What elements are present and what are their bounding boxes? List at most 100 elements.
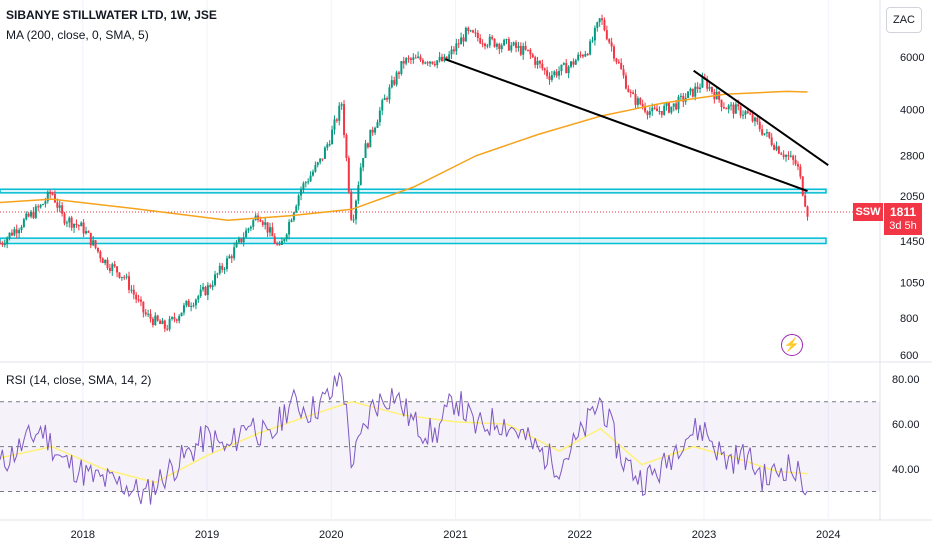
candle-body: [577, 54, 580, 61]
candle-body: [720, 99, 723, 108]
rsi-layer: [0, 371, 808, 505]
candle-body: [765, 132, 768, 134]
candle-body: [610, 42, 613, 47]
candle-body: [429, 61, 432, 64]
candle-body: [393, 80, 396, 85]
candle-body: [421, 59, 424, 64]
candle-body: [214, 274, 217, 286]
candle-body: [297, 195, 300, 206]
candle-body: [178, 316, 181, 321]
candle-body: [92, 240, 95, 246]
candle-body: [242, 237, 245, 243]
candle-body: [658, 110, 661, 112]
candle-body: [223, 268, 226, 270]
candle-body: [328, 144, 331, 146]
candle-body: [598, 18, 601, 23]
candle-body: [25, 213, 28, 220]
candle-body: [792, 155, 795, 160]
candle-body: [450, 49, 453, 55]
trendlines-layer: [444, 58, 829, 192]
candle-body: [65, 222, 68, 224]
candle-body: [758, 121, 761, 130]
candle-body: [622, 69, 625, 76]
candle-body: [701, 77, 704, 88]
candle-body: [163, 320, 166, 329]
candle-body: [280, 241, 283, 245]
candle-body: [462, 37, 465, 42]
candle-body: [706, 78, 709, 89]
candle-body: [457, 43, 460, 45]
lightning-icon[interactable]: ⚡: [781, 334, 803, 356]
candle-body: [560, 64, 563, 72]
candle-body: [672, 103, 675, 107]
candle-body: [374, 127, 377, 133]
rsi-legend[interactable]: RSI (14, close, SMA, 14, 2): [6, 373, 152, 387]
candle-body: [777, 146, 780, 154]
candle-body: [491, 36, 494, 39]
candle-body: [605, 30, 608, 40]
candle-body: [340, 104, 343, 106]
candle-body: [235, 242, 238, 248]
candle-body: [412, 57, 415, 60]
candle-body: [794, 159, 797, 165]
candle-body: [366, 143, 369, 148]
candle-body: [218, 265, 221, 274]
candle-body: [534, 57, 537, 65]
candle-body: [113, 264, 116, 267]
candle-body: [433, 63, 436, 66]
candle-body: [749, 113, 752, 115]
candle-body: [197, 295, 200, 300]
candle-body: [70, 217, 73, 228]
candle-body: [479, 38, 482, 44]
price-axis: 6000 4000 2800 2050 1450 1050 800 600: [900, 52, 924, 362]
candle-body: [171, 317, 174, 319]
candle-body: [34, 206, 37, 218]
candle-body: [338, 105, 341, 121]
candle-body: [259, 219, 262, 222]
candle-body: [58, 205, 61, 208]
candle-body: [656, 108, 659, 112]
candle-body: [264, 222, 267, 225]
candle-body: [486, 45, 489, 47]
candle-body: [440, 56, 443, 62]
candle-body: [350, 191, 353, 220]
time-tick-label: 2019: [195, 529, 219, 541]
price-tick-label: 600: [900, 350, 918, 362]
candle-body: [20, 227, 23, 231]
candle-body: [292, 212, 295, 221]
candle-body: [144, 312, 147, 315]
candle-body: [273, 236, 276, 244]
candle-body: [63, 213, 66, 224]
price-tick-label: 2800: [900, 151, 924, 163]
candle-body: [691, 88, 694, 97]
candle-body: [347, 157, 350, 192]
candle-body: [362, 157, 365, 168]
candle-body: [276, 243, 279, 245]
candle-body: [73, 223, 76, 228]
candle-body: [579, 54, 582, 56]
candle-body: [522, 45, 525, 55]
candle-body: [455, 43, 458, 52]
candle-body: [567, 66, 570, 74]
candle-body: [775, 146, 778, 150]
candle-body: [488, 36, 491, 46]
ma-legend[interactable]: MA (200, close, 0, SMA, 5): [6, 28, 149, 42]
candle-body: [249, 226, 252, 229]
time-tick-label: 2022: [568, 529, 592, 541]
candle-body: [130, 289, 133, 291]
candle-body: [111, 264, 114, 271]
candle-body: [546, 70, 549, 77]
candle-body: [18, 230, 21, 234]
candle-body: [108, 267, 111, 271]
candle-body: [245, 230, 248, 238]
candle-body: [99, 251, 102, 259]
candle-body: [261, 221, 264, 225]
candle-body: [581, 55, 584, 57]
currency-button[interactable]: ZAC: [886, 7, 922, 33]
candle-body: [591, 40, 594, 42]
candle-body: [0, 243, 1, 245]
candle-body: [601, 18, 604, 21]
candle-body: [510, 45, 513, 51]
candle-body: [118, 272, 121, 278]
